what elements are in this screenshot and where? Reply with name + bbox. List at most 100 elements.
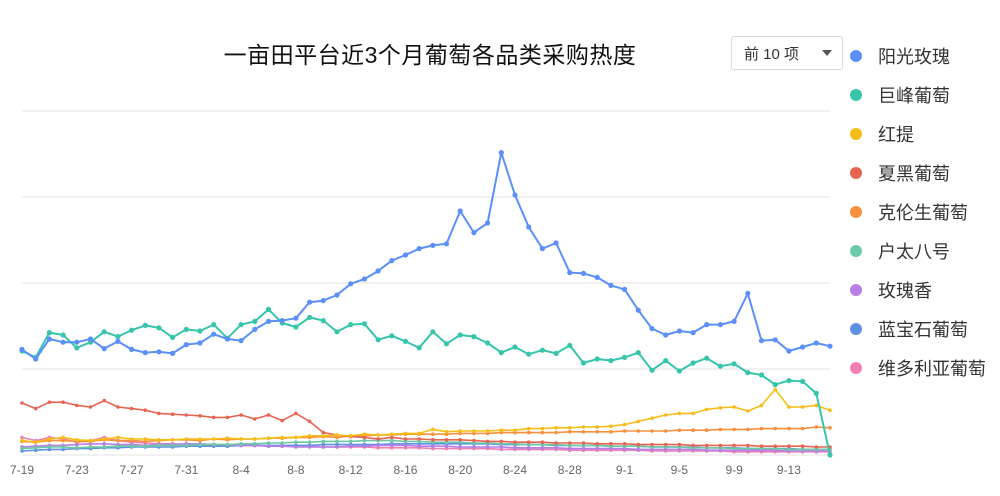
data-point: [361, 276, 367, 282]
data-point: [690, 330, 696, 336]
data-point: [745, 370, 751, 376]
data-point: [46, 336, 53, 342]
data-point: [691, 428, 695, 433]
data-point: [787, 426, 791, 431]
data-point: [33, 406, 38, 411]
x-tick-label: 8-8: [287, 463, 305, 477]
data-point: [513, 446, 517, 450]
data-point: [390, 432, 394, 437]
data-point: [813, 340, 819, 346]
data-point: [649, 367, 655, 373]
data-point: [458, 445, 463, 449]
legend-item[interactable]: 蓝宝石葡萄: [850, 309, 1000, 348]
data-point: [307, 314, 313, 320]
data-point: [718, 427, 723, 432]
data-point: [471, 230, 477, 236]
series-line: [21, 426, 831, 444]
x-tick-label: 7-31: [174, 463, 198, 477]
data-point: [595, 430, 599, 434]
data-point: [635, 307, 641, 313]
data-point: [47, 445, 52, 449]
dropdown-selected-label: 前 10 项: [744, 45, 800, 63]
data-point: [676, 368, 683, 374]
data-point: [787, 444, 791, 449]
data-point: [691, 411, 695, 416]
data-point: [116, 438, 120, 443]
data-point: [746, 446, 750, 451]
data-point: [265, 306, 272, 312]
legend-label: 红提: [878, 124, 914, 145]
data-point: [704, 407, 709, 412]
data-point: [142, 322, 148, 328]
data-point: [197, 340, 203, 346]
legend-dot-icon: [850, 322, 862, 335]
data-point: [759, 444, 764, 449]
data-point: [362, 432, 367, 437]
data-point: [115, 338, 121, 344]
data-point: [33, 356, 39, 362]
data-point: [443, 241, 450, 247]
legend-item[interactable]: 克伦生葡萄: [850, 192, 1000, 231]
data-point: [280, 418, 285, 423]
data-point: [307, 434, 312, 438]
data-point: [786, 348, 792, 354]
data-point: [184, 413, 189, 417]
data-point: [814, 425, 819, 429]
data-point: [60, 339, 66, 345]
data-point: [622, 429, 627, 433]
legend-item[interactable]: 户太八号: [850, 231, 1000, 270]
legend-item[interactable]: 阳光玫瑰: [850, 36, 1000, 75]
data-point: [335, 433, 339, 437]
data-point: [335, 445, 339, 449]
data-point: [252, 326, 258, 332]
data-point: [20, 435, 24, 440]
data-point: [225, 442, 230, 447]
legend-item[interactable]: 维多利亚葡萄: [850, 348, 1000, 387]
data-point: [732, 405, 736, 409]
data-point: [800, 426, 805, 431]
data-point: [335, 439, 339, 444]
data-point: [567, 270, 573, 276]
data-point: [184, 443, 189, 448]
data-point: [444, 444, 449, 449]
data-point: [402, 338, 409, 344]
data-point: [280, 444, 285, 449]
legend-item[interactable]: 夏黑葡萄: [850, 153, 1000, 192]
data-point: [704, 322, 710, 328]
data-point: [526, 430, 531, 435]
data-point: [581, 430, 586, 434]
data-point: [239, 413, 243, 417]
legend-item[interactable]: 巨峰葡萄: [850, 75, 1000, 114]
data-point: [581, 446, 586, 451]
data-point: [758, 372, 765, 378]
data-point: [746, 427, 750, 432]
data-point: [307, 299, 313, 305]
data-point: [33, 440, 38, 445]
data-point: [595, 446, 599, 451]
data-point: [554, 430, 558, 435]
data-point: [389, 333, 395, 339]
legend-label: 玫瑰香: [878, 280, 932, 301]
data-point: [814, 445, 819, 449]
data-point: [622, 442, 627, 446]
x-tick-label: 8-24: [503, 463, 527, 477]
data-point: [142, 350, 148, 356]
data-point: [143, 437, 148, 441]
data-point: [129, 327, 135, 333]
data-point: [717, 322, 724, 328]
top-n-dropdown[interactable]: 前 10 项: [731, 36, 843, 70]
legend-item[interactable]: 玫瑰香: [850, 270, 1000, 309]
data-point: [157, 411, 161, 416]
data-point: [279, 318, 285, 324]
data-point: [526, 446, 531, 450]
data-point: [786, 378, 792, 384]
data-point: [498, 150, 504, 156]
data-point: [444, 430, 449, 434]
data-point: [224, 336, 230, 342]
data-point: [403, 431, 408, 436]
data-point: [348, 434, 353, 438]
data-point: [376, 433, 380, 437]
legend-dot-icon: [850, 88, 862, 101]
data-point: [499, 428, 504, 433]
legend-item[interactable]: 红提: [850, 114, 1000, 153]
